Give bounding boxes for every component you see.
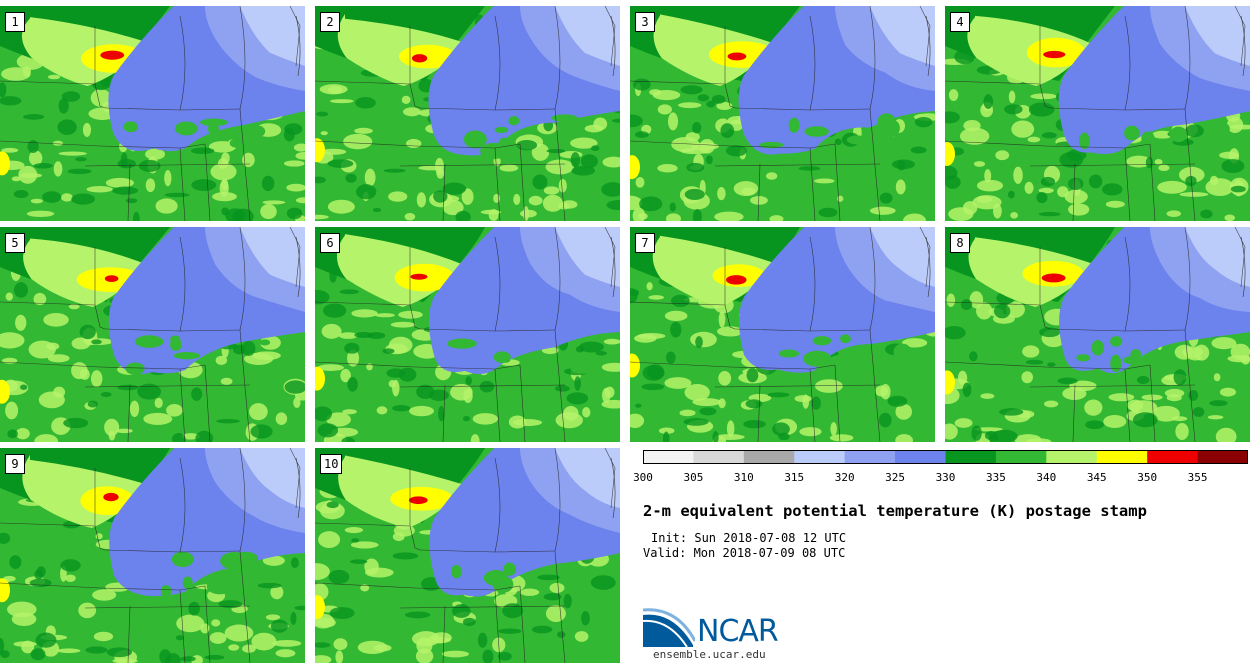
colorbar-tick-label: 340 xyxy=(1036,471,1057,484)
theta-e-map xyxy=(0,448,305,663)
panel-number-label: 8 xyxy=(950,233,970,253)
colorbar-tick-label: 315 xyxy=(784,471,805,484)
theta-e-map xyxy=(315,227,620,442)
member-panel-2: 2 xyxy=(315,6,620,221)
panel-number-label: 5 xyxy=(5,233,25,253)
colorbar-swatch xyxy=(643,450,694,464)
colorbar-swatch xyxy=(844,450,896,464)
member-panel-4: 4 xyxy=(945,6,1250,221)
theta-e-map xyxy=(0,227,305,442)
member-panel-6: 6 xyxy=(315,227,620,442)
colorbar-swatch xyxy=(693,450,745,464)
panel-number-label: 10 xyxy=(320,454,343,474)
theta-e-map xyxy=(315,448,620,663)
colorbar-tick-label: 350 xyxy=(1137,471,1158,484)
theta-e-map xyxy=(630,227,935,442)
valid-time: Valid: Mon 2018-07-09 08 UTC xyxy=(643,546,846,560)
colorbar-tick-label: 345 xyxy=(1086,471,1107,484)
colorbar-tick-label: 325 xyxy=(885,471,906,484)
init-time: Init: Sun 2018-07-08 12 UTC xyxy=(651,531,847,545)
theta-e-map xyxy=(0,6,305,221)
colorbar-tick-label: 305 xyxy=(683,471,704,484)
member-panel-5: 5 xyxy=(0,227,305,442)
theta-e-map xyxy=(315,6,620,221)
colorbar-swatch xyxy=(945,450,997,464)
colorbar-swatch xyxy=(995,450,1047,464)
member-panel-10: 10 xyxy=(315,448,620,663)
panel-number-label: 7 xyxy=(635,233,655,253)
colorbar-swatch xyxy=(1147,450,1199,464)
panel-number-label: 4 xyxy=(950,12,970,32)
ensemble-site-link[interactable]: ensemble.ucar.edu xyxy=(653,648,766,661)
colorbar xyxy=(643,450,1248,464)
colorbar-tick-label: 320 xyxy=(834,471,855,484)
panel-number-label: 3 xyxy=(635,12,655,32)
colorbar-swatch xyxy=(1046,450,1098,464)
member-panel-3: 3 xyxy=(630,6,935,221)
ncar-logo-text: NCAR xyxy=(697,614,779,649)
figure-title: 2-m equivalent potential temperature (K)… xyxy=(643,502,1147,520)
colorbar-tick-label: 330 xyxy=(935,471,956,484)
member-panel-8: 8 xyxy=(945,227,1250,442)
colorbar-swatch xyxy=(743,450,795,464)
colorbar-swatch xyxy=(1096,450,1148,464)
theta-e-map xyxy=(945,6,1250,221)
colorbar-swatch xyxy=(794,450,846,464)
ncar-logo-icon xyxy=(643,608,695,647)
colorbar-swatch xyxy=(895,450,946,464)
member-panel-7: 7 xyxy=(630,227,935,442)
colorbar-tick-label: 300 xyxy=(633,471,653,484)
theta-e-map xyxy=(945,227,1250,442)
panel-number-label: 9 xyxy=(5,454,25,474)
colorbar-tick-label: 310 xyxy=(733,471,754,484)
member-panel-1: 1 xyxy=(0,6,305,221)
panel-number-label: 6 xyxy=(320,233,340,253)
panel-number-label: 1 xyxy=(5,12,25,32)
theta-e-map xyxy=(630,6,935,221)
colorbar-tick-label: 335 xyxy=(985,471,1006,484)
colorbar-swatch xyxy=(1197,450,1248,464)
panel-number-label: 2 xyxy=(320,12,340,32)
colorbar-border xyxy=(643,450,1248,464)
member-panel-9: 9 xyxy=(0,448,305,663)
colorbar-tick-label: 355 xyxy=(1187,471,1208,484)
